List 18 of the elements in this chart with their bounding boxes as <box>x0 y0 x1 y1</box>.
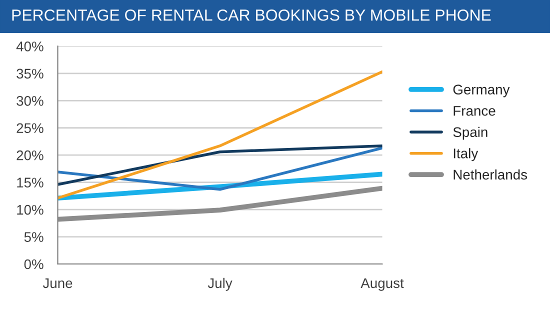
y-tick-label: 40% <box>16 42 44 52</box>
y-tick-label: 10% <box>17 204 44 215</box>
y-tick-label: 35% <box>16 68 44 79</box>
legend-label: France <box>454 106 496 116</box>
chart-title: PERCENTAGE OF RENTAL CAR BOOKINGS BY MOBILE PHONE <box>12 9 491 21</box>
y-tick-label: 20% <box>16 150 44 160</box>
y-tick-label: 25% <box>16 123 44 134</box>
legend-label: Spain <box>453 126 488 140</box>
x-tick-label: July <box>208 278 232 291</box>
x-tick-label: August <box>360 278 404 291</box>
legend-label: Italy <box>454 148 478 162</box>
y-tick-label: 0% <box>24 259 44 270</box>
x-tick-label: June <box>42 278 72 288</box>
legend-label: Netherlands <box>454 169 528 180</box>
y-tick-label: 30% <box>16 96 44 106</box>
y-tick-label: 5% <box>24 232 44 242</box>
y-tick-label: 15% <box>17 178 44 188</box>
legend-label: Germany <box>453 84 510 98</box>
